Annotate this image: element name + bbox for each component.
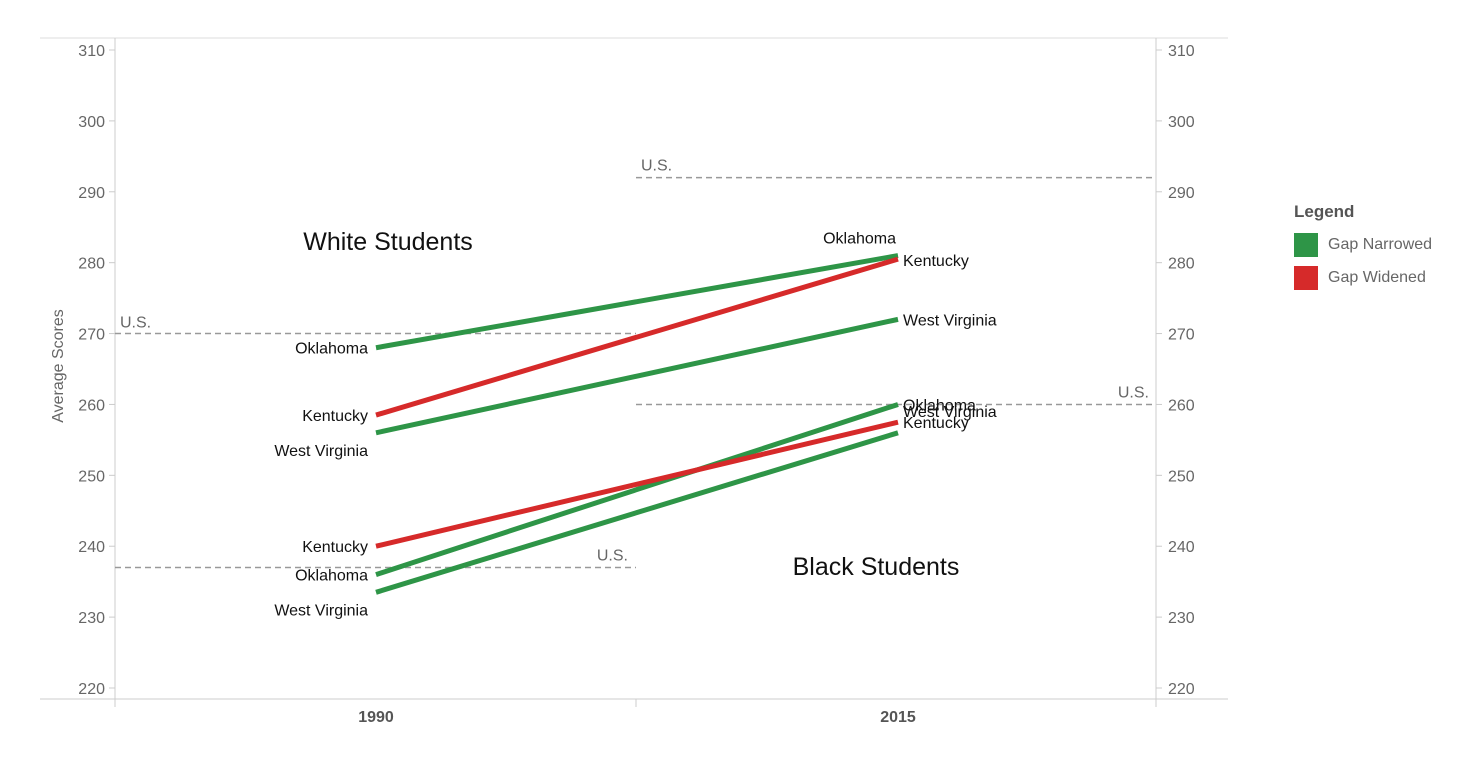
legend: Legend Gap Narrowed Gap Widened: [1294, 202, 1432, 294]
us-ref-label-2015: U.S.: [641, 158, 672, 175]
y-tick-label-right: 300: [1168, 114, 1195, 131]
us-ref-label-1990: U.S.: [120, 315, 151, 332]
series-line: [375, 402, 899, 577]
legend-item: Gap Widened: [1294, 261, 1432, 294]
y-axis-right: 220 230 240 250 260 270 280 290 300 310: [1156, 43, 1195, 698]
y-tick-label-left: 270: [78, 327, 105, 344]
y-tick-label-right: 250: [1168, 468, 1195, 485]
state-label-2015: West Virginia: [903, 404, 997, 421]
series-lines: [375, 253, 899, 595]
state-label-1990: Oklahoma: [295, 568, 368, 585]
y-tick-label-right: 280: [1168, 256, 1195, 273]
series-line: [375, 316, 899, 436]
us-ref-label-2015: U.S.: [1118, 384, 1149, 401]
chart-frame: [40, 37, 1228, 700]
y-tick-label-right: 230: [1168, 610, 1195, 627]
series-line: [375, 419, 899, 549]
y-tick-label-left: 290: [78, 185, 105, 202]
legend-swatch: [1294, 232, 1318, 257]
y-tick-label-right: 220: [1168, 681, 1195, 698]
y-tick-label-right: 260: [1168, 397, 1195, 414]
series-line: [375, 256, 899, 418]
y-tick-label-left: 260: [78, 397, 105, 414]
state-label-2015: Oklahoma: [903, 397, 976, 414]
x-axis: 1990 2015: [114, 699, 1157, 726]
us-reference-lines: U.S. U.S. U.S. U.S.: [115, 158, 1156, 569]
y-tick-label-left: 220: [78, 681, 105, 698]
x-tick-label: 1990: [358, 709, 394, 726]
group-titles: White Students Black Students: [303, 228, 959, 581]
legend-item: Gap Narrowed: [1294, 228, 1432, 261]
group-title-black: Black Students: [793, 553, 960, 581]
y-tick-label-left: 240: [78, 539, 105, 556]
y-tick-label-right: 290: [1168, 185, 1195, 202]
y-tick-label-left: 230: [78, 610, 105, 627]
legend-label: Gap Widened: [1328, 268, 1426, 286]
y-axis-left: 220 230 240 250 260 270 280 290 300 310: [78, 43, 115, 698]
legend-title: Legend: [1294, 202, 1355, 221]
y-tick-label-left: 250: [78, 468, 105, 485]
state-label-1990: Oklahoma: [295, 341, 368, 358]
y-tick-label-right: 310: [1168, 43, 1195, 60]
legend-swatch: [1294, 265, 1318, 290]
state-label-1990: West Virginia: [274, 443, 368, 460]
series-line: [375, 430, 899, 595]
series-line: [375, 253, 899, 351]
y-axis-title: Average Scores: [50, 309, 67, 423]
y-tick-label-left: 310: [78, 43, 105, 60]
state-label-1990: West Virginia: [274, 602, 368, 619]
state-label-2015: Kentucky: [903, 415, 969, 432]
state-label-2015: West Virginia: [903, 312, 997, 329]
y-tick-label-right: 270: [1168, 327, 1195, 344]
legend-label: Gap Narrowed: [1328, 235, 1433, 253]
state-label-2015: Oklahoma: [823, 231, 896, 248]
state-label-2015: Kentucky: [903, 253, 969, 270]
state-label-1990: Kentucky: [302, 408, 368, 425]
x-tick-label: 2015: [880, 709, 916, 726]
state-label-1990: Kentucky: [302, 539, 368, 556]
y-tick-label-right: 240: [1168, 539, 1195, 556]
legend-items: Gap Narrowed Gap Widened: [1294, 228, 1432, 294]
y-tick-label-left: 300: [78, 114, 105, 131]
y-tick-label-left: 280: [78, 256, 105, 273]
us-ref-label-1990: U.S.: [597, 547, 628, 564]
group-title-white: White Students: [303, 228, 473, 256]
